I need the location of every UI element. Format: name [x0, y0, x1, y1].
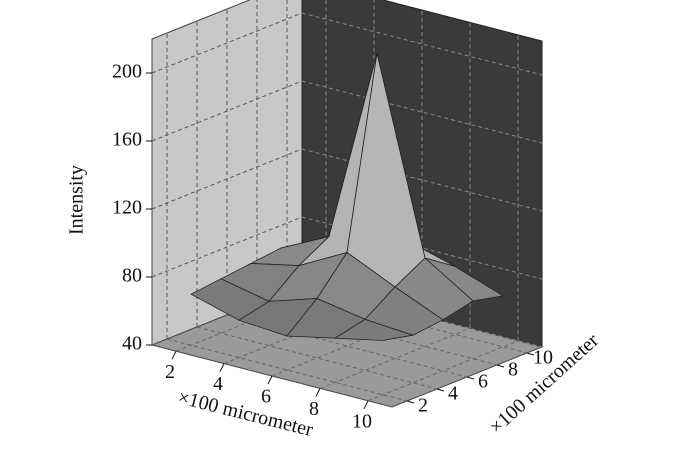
y-tick-label: 6 — [478, 371, 488, 393]
y-tick-label: 2 — [418, 395, 428, 417]
x-tick-label: 10 — [352, 410, 372, 432]
x-tick — [267, 375, 273, 385]
x-tick — [315, 388, 321, 397]
grid-line — [301, 148, 543, 212]
z-tick-label: 40 — [122, 333, 142, 355]
x-tick — [363, 400, 369, 410]
y-tick — [466, 376, 475, 380]
z-tick-label: 200 — [112, 61, 142, 83]
x-tick-label: 2 — [165, 361, 175, 383]
x-tick-label: 8 — [309, 398, 319, 420]
z-tick-label: 80 — [122, 265, 142, 287]
y-tick — [436, 388, 445, 392]
x-tick — [171, 350, 177, 360]
grid-line — [226, 314, 468, 378]
grid-line — [367, 340, 519, 402]
grid-line — [301, 12, 543, 76]
z-tick-label: 160 — [112, 129, 142, 151]
x-tick-label: 4 — [213, 373, 223, 395]
y-tick-label: 8 — [508, 359, 518, 381]
grid-line — [256, 302, 498, 366]
x-tick-label: 6 — [261, 386, 271, 408]
grid-line — [196, 326, 438, 390]
grid-line — [286, 290, 528, 354]
grid-line — [319, 327, 471, 389]
grid-line — [301, 216, 543, 280]
y-tick — [526, 352, 535, 356]
grid-line — [151, 216, 303, 278]
z-axis-title: Intensity — [66, 165, 88, 235]
y-tick — [496, 364, 505, 368]
z-tick-label: 120 — [112, 197, 142, 219]
y-tick-label: 4 — [448, 383, 458, 405]
grid-line — [151, 12, 303, 74]
x-tick — [219, 363, 225, 372]
grid-line — [301, 284, 543, 348]
grid-line — [301, 80, 543, 144]
y-tick — [406, 400, 415, 404]
y-tick-label: 10 — [533, 347, 553, 369]
surface-patch — [333, 318, 414, 341]
x-axis-title: ×100 micrometer — [176, 386, 316, 441]
grid-line — [166, 338, 408, 402]
